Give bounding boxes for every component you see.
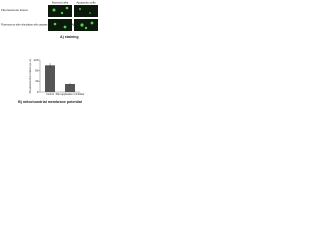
x-tick-label: Control	[46, 93, 54, 96]
bar	[45, 65, 55, 92]
y-axis-label: Fluorescence intens (a.u.)	[28, 59, 32, 94]
micrograph	[48, 19, 72, 31]
figure: Normal cells Apoptotic cells Fluorescenc…	[1, 0, 98, 104]
row-label: Fluorescence after stimulation with casp…	[1, 24, 74, 27]
row-label: Fluorescence intens	[1, 8, 28, 12]
micrograph	[74, 19, 98, 31]
chart-caption: B) mitochondrial membrane potential	[18, 100, 82, 104]
micrograph	[74, 5, 98, 17]
bar-chart: 0 40 80 120 Control After application of inhi…	[33, 58, 84, 96]
cells	[52, 6, 94, 30]
column-header: Apoptotic cells	[76, 0, 96, 4]
micrograph	[48, 5, 72, 17]
y-tick-label: 120	[33, 58, 38, 62]
column-header: Normal cells	[52, 0, 69, 4]
y-tick-label: 0	[37, 90, 39, 94]
y-tick-label: 40	[35, 79, 39, 83]
x-tick-label: After application of inhibitor	[56, 93, 85, 96]
bar	[65, 84, 75, 92]
panel-label: A) staining	[60, 35, 79, 39]
y-tick-label: 80	[35, 68, 39, 72]
